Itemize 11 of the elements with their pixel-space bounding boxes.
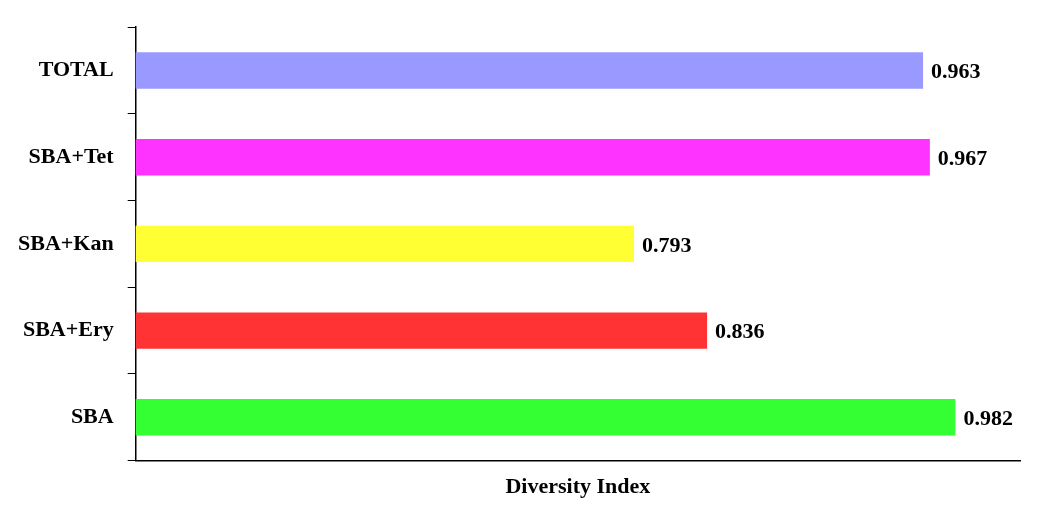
y-tick-label: SBA+Kan	[17, 229, 114, 255]
y-tick-label: TOTAL	[38, 56, 114, 82]
data-label: 0.967	[937, 144, 988, 170]
data-label: 0.982	[963, 404, 1013, 430]
x-axis-title: Diversity Index	[505, 473, 651, 499]
data-label: 0.793	[641, 231, 692, 257]
data-label: 0.963	[931, 58, 981, 84]
y-tick-label: SBA+Ery	[22, 316, 114, 342]
y-tick-label: SBA+Tet	[28, 142, 115, 168]
y-tick-label: SBA	[70, 402, 114, 428]
data-label: 0.836	[715, 318, 765, 344]
